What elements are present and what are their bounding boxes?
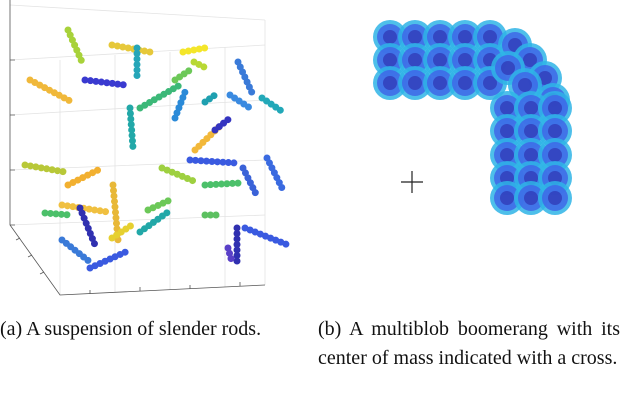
rod-plot — [9, 0, 292, 296]
rods — [21, 26, 292, 272]
caption-a: (a) A suspension of slender rods. — [0, 318, 262, 340]
figure-graphics — [9, 0, 572, 296]
center-of-mass-cross — [401, 171, 423, 193]
axes — [9, 0, 266, 296]
boomerang — [373, 20, 572, 215]
caption-b: (b) A multiblob boomerang with its cente… — [318, 318, 620, 369]
